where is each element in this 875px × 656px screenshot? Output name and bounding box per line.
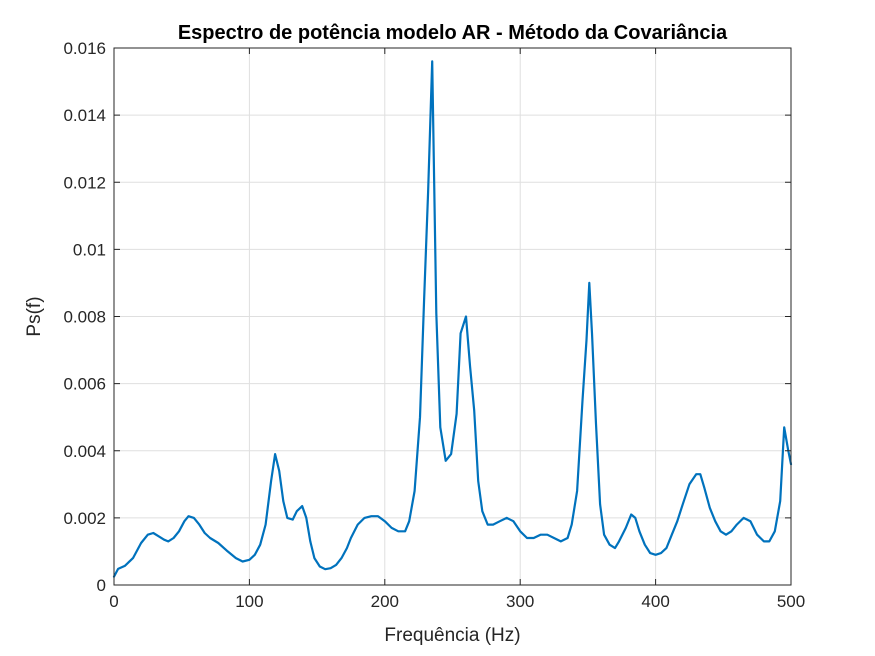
x-tick-label: 200 [371,592,399,611]
x-tick-label: 100 [235,592,263,611]
y-axis-label: Ps(f) [24,296,45,336]
x-tick-label: 400 [641,592,669,611]
y-tick-label: 0 [97,576,106,595]
x-tick-label: 0 [109,592,118,611]
y-tick-label: 0.004 [63,442,106,461]
grid [114,48,791,585]
y-tick-label: 0.014 [63,106,106,125]
x-tick-label: 500 [777,592,805,611]
x-axis-label: Frequência (Hz) [384,625,520,646]
y-tick-label: 0.006 [63,375,106,394]
series-layer [112,60,793,578]
ticks: 0 100 200 300 400 500 0 0.002 0.004 0.006 0.008 0.0… [63,39,805,611]
y-tick-label: 0.01 [73,240,106,259]
y-tick-label: 0.002 [63,509,106,528]
y-tick-label: 0.012 [63,173,106,192]
y-tick-label: 0.008 [63,308,106,327]
series-line [112,60,793,578]
chart-title: Espectro de potência modelo AR - Método … [178,22,728,44]
y-tick-label: 0.016 [63,39,106,58]
x-tick-label: 300 [506,592,534,611]
